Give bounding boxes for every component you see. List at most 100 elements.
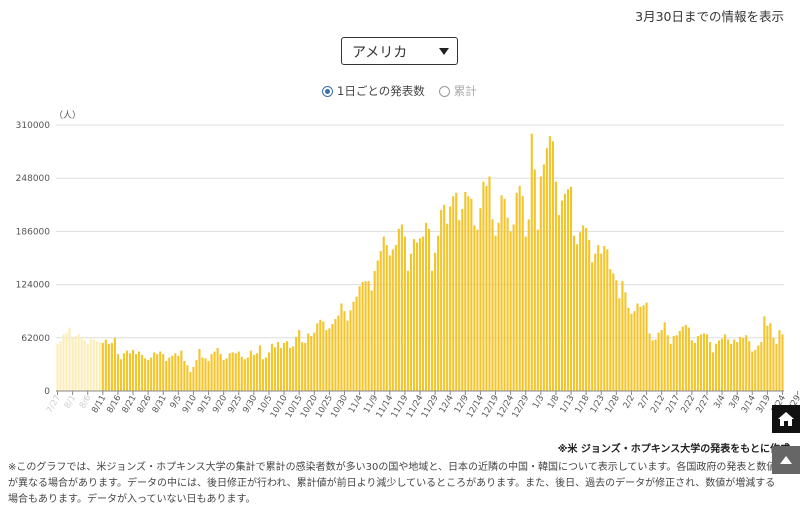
bar bbox=[763, 316, 766, 391]
bar bbox=[92, 339, 95, 391]
bar bbox=[446, 223, 449, 391]
country-select-value: アメリカ bbox=[352, 45, 408, 61]
bar bbox=[509, 231, 512, 391]
bar bbox=[264, 357, 267, 391]
bar bbox=[59, 341, 62, 391]
bar bbox=[219, 354, 222, 391]
x-tick-label: 9/15 bbox=[196, 394, 214, 416]
bar bbox=[684, 324, 687, 391]
x-tick-label: 1/28 bbox=[604, 394, 622, 416]
bar bbox=[267, 352, 271, 391]
footnote: ※このグラフでは、米ジョンズ・ホプキンス大学の集計で累計の感染者数が多い30の国… bbox=[8, 462, 777, 505]
bar bbox=[310, 336, 313, 391]
bar bbox=[352, 301, 355, 391]
bar bbox=[240, 356, 243, 391]
bar bbox=[116, 354, 119, 391]
bar bbox=[476, 229, 479, 391]
bar bbox=[745, 335, 748, 391]
bar bbox=[651, 340, 654, 391]
home-button[interactable] bbox=[772, 405, 800, 433]
bar bbox=[246, 357, 249, 391]
bar bbox=[724, 334, 727, 391]
chevron-down-icon bbox=[439, 48, 449, 55]
bar bbox=[249, 350, 252, 391]
bar bbox=[313, 332, 316, 391]
country-select[interactable]: アメリカ bbox=[341, 37, 458, 65]
bar bbox=[322, 321, 325, 391]
x-tick-label: 1/18 bbox=[574, 394, 592, 416]
bar bbox=[603, 245, 606, 391]
bar bbox=[585, 227, 588, 391]
bar bbox=[153, 352, 156, 391]
bar bbox=[473, 225, 476, 391]
bar bbox=[382, 236, 385, 391]
bar bbox=[440, 209, 443, 391]
bar bbox=[180, 350, 183, 391]
bar bbox=[403, 236, 406, 391]
bar bbox=[636, 303, 639, 391]
bar bbox=[699, 334, 702, 391]
bar bbox=[258, 345, 261, 391]
cumulative-radio-option[interactable]: 累計 bbox=[438, 83, 477, 99]
bar bbox=[539, 176, 542, 391]
bar bbox=[627, 307, 630, 391]
bar bbox=[83, 340, 86, 391]
bar bbox=[207, 360, 210, 391]
bar bbox=[279, 348, 283, 391]
bar bbox=[739, 336, 742, 391]
bar bbox=[95, 341, 98, 391]
bar bbox=[705, 334, 709, 391]
x-tick-label: 9/25 bbox=[226, 394, 244, 416]
bar bbox=[615, 280, 618, 391]
bar bbox=[563, 193, 567, 391]
bar bbox=[497, 222, 500, 391]
bar bbox=[542, 164, 545, 391]
bar bbox=[367, 281, 370, 391]
bar bbox=[648, 333, 651, 391]
bar bbox=[733, 339, 736, 391]
bar bbox=[204, 358, 207, 391]
bar bbox=[657, 332, 660, 391]
daily-radio-option[interactable]: 1日ごとの発表数 bbox=[322, 83, 425, 99]
bar bbox=[131, 349, 135, 391]
x-tick-label: 2/17 bbox=[664, 394, 682, 416]
bar bbox=[760, 342, 763, 391]
bar bbox=[77, 334, 80, 391]
bar bbox=[261, 359, 264, 391]
bar bbox=[678, 330, 681, 391]
bar bbox=[660, 330, 663, 391]
bar bbox=[388, 255, 391, 391]
bar bbox=[394, 245, 397, 391]
bar bbox=[527, 219, 530, 391]
bar bbox=[304, 342, 307, 391]
bar bbox=[337, 315, 340, 391]
y-tick-label: 310000 bbox=[16, 121, 51, 131]
bar bbox=[385, 245, 388, 391]
bar bbox=[437, 235, 440, 391]
bar bbox=[754, 349, 757, 391]
x-tick-label: 11/4 bbox=[347, 394, 365, 416]
scroll-top-button[interactable] bbox=[772, 446, 800, 474]
bar bbox=[189, 372, 192, 391]
bar bbox=[654, 339, 657, 391]
bar bbox=[434, 252, 437, 391]
bar bbox=[711, 352, 715, 391]
bar bbox=[597, 245, 600, 391]
x-tick-label: 8/11 bbox=[90, 394, 108, 416]
bar bbox=[554, 181, 557, 391]
y-tick-label: 62000 bbox=[21, 334, 50, 344]
bar bbox=[349, 310, 352, 391]
bar bbox=[421, 236, 425, 391]
bar bbox=[609, 269, 612, 391]
bar bbox=[56, 343, 59, 391]
bar bbox=[467, 196, 470, 391]
bar bbox=[494, 235, 497, 391]
bar bbox=[325, 330, 328, 391]
bar bbox=[424, 222, 428, 391]
x-tick-label: 3/19 bbox=[755, 394, 773, 416]
bar bbox=[464, 191, 467, 391]
bar bbox=[633, 311, 636, 391]
bar bbox=[533, 169, 536, 391]
bar bbox=[573, 235, 576, 391]
